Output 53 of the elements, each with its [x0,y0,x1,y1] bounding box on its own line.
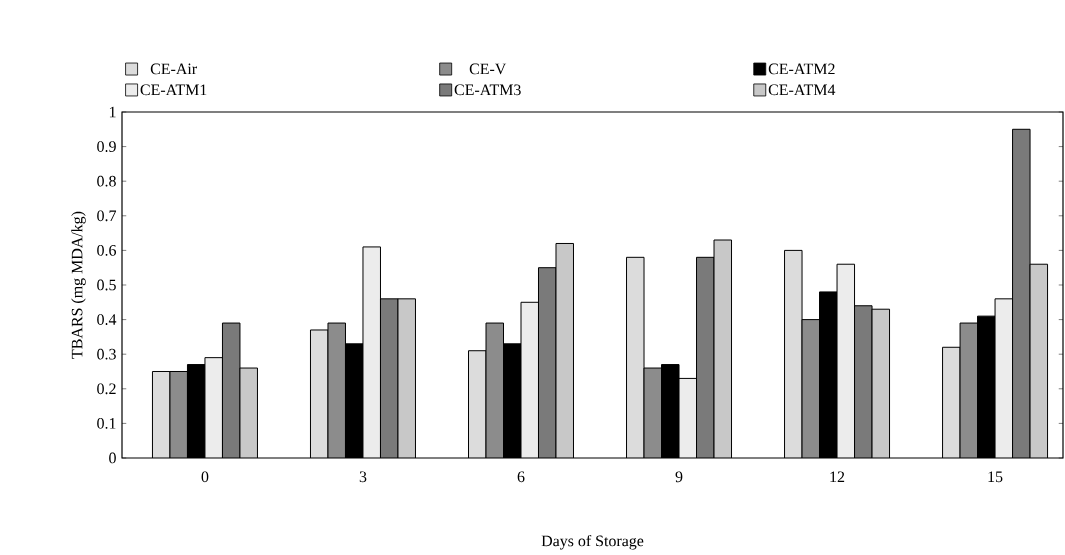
bar [379,298,399,459]
x-tick-label: 0 [201,471,209,483]
bar [327,322,346,459]
y-tick-label: 0.3 [97,348,116,360]
x-tick-label: 3 [359,471,367,483]
bar [169,371,188,459]
y-tick-label: 0.5 [97,279,116,291]
y-tick-label: 0.1 [97,418,116,429]
y-tick-label: 0.2 [97,383,116,395]
bar [309,329,329,459]
bar [854,305,873,459]
bar [204,357,223,459]
bar [152,371,170,459]
bar [397,298,416,459]
bar [994,298,1014,459]
bar [678,377,698,459]
x-tick-label: 15 [988,471,1003,483]
bar [1012,128,1031,459]
y-axis-title: TBARS (mg MDA/kg) [71,211,86,359]
bar [959,322,979,459]
bar [362,246,381,459]
legend-label: CE-ATM1 [140,84,207,96]
bar [696,256,715,459]
bar [520,301,539,459]
x-tick-label: 6 [517,471,525,483]
bar [468,350,487,459]
legend-label: CE-V [469,63,507,75]
bar [222,323,240,459]
y-tick-label: 0.7 [97,210,117,222]
bar [713,239,733,459]
bar [942,346,961,459]
bar [538,267,557,459]
bar [1029,263,1049,459]
bar [626,256,645,459]
y-tick-label: 0.8 [97,175,116,187]
y-tick-label: 0.6 [97,245,117,256]
bar [836,263,856,459]
y-tick-label: 0.9 [97,141,116,153]
x-tick-label: 12 [830,471,845,483]
bar [871,308,891,459]
y-tick-label: 1 [109,106,116,118]
bar [555,243,574,459]
x-axis-title: Days of Storage [541,534,644,550]
legend-label: CE-ATM4 [768,84,836,96]
legend-label: CE-ATM3 [454,84,521,96]
y-tick-label: 0 [109,452,116,464]
y-tick-label: 0.4 [97,314,117,326]
x-tick-label: 9 [675,471,683,483]
bar [784,249,803,459]
bar [485,322,504,459]
legend-label: CE-ATM2 [768,63,835,75]
legend-label: CE-Air [150,63,197,75]
bar [801,319,821,459]
